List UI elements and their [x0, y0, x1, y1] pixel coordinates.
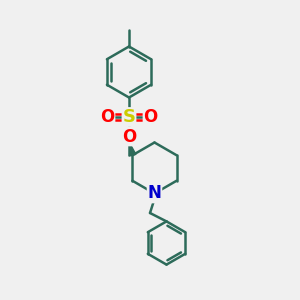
Text: S: S	[122, 108, 136, 126]
Text: O: O	[143, 108, 158, 126]
Polygon shape	[129, 142, 136, 156]
Text: O: O	[100, 108, 115, 126]
Text: O: O	[122, 128, 136, 146]
Text: N: N	[148, 184, 161, 202]
